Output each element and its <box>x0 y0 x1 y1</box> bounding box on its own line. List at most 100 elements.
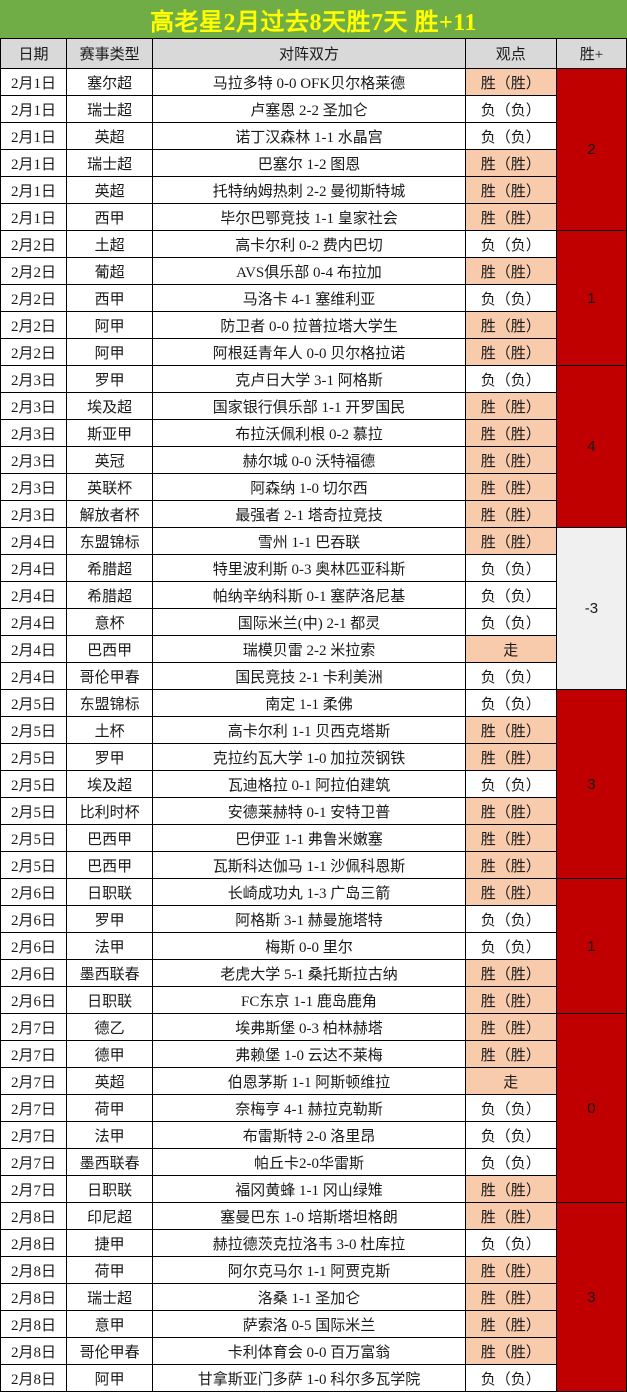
table-row[interactable]: 2月2日 葡超 AVS俱乐部 0-4 布拉加 胜（胜） <box>0 257 627 285</box>
table-row[interactable]: 2月5日 土杯 高卡尔利 1-1 贝西克塔斯 胜（胜） <box>0 716 627 744</box>
table-row[interactable]: 2月7日 荷甲 奈梅亨 4-1 赫拉克勒斯 负（负） <box>0 1094 627 1122</box>
cell-match: 帕丘卡2-0华雷斯 <box>152 1148 466 1176</box>
table-row[interactable]: 2月8日 意甲 萨索洛 0-5 国际米兰 胜（胜） <box>0 1310 627 1338</box>
cell-league: 哥伦甲春 <box>66 1337 154 1365</box>
cell-date: 2月8日 <box>0 1229 68 1257</box>
table-row[interactable]: 2月7日 日职联 福冈黄蜂 1-1 冈山绿雉 胜（胜） <box>0 1175 627 1203</box>
table-row[interactable]: 2月1日 西甲 毕尔巴鄂竞技 1-1 皇家社会 胜（胜） <box>0 203 627 231</box>
cell-date: 2月5日 <box>0 743 68 771</box>
column-header-view[interactable]: 观点 <box>464 38 557 69</box>
table-row[interactable]: 2月4日 巴西甲 瑞模贝雷 2-2 米拉索走 <box>0 635 627 663</box>
cell-league: 西甲 <box>66 284 154 312</box>
table-row[interactable]: 2月8日 瑞士超 洛桑 1-1 圣加仑 胜（胜） <box>0 1283 627 1311</box>
cell-match: 克拉约瓦大学 1-0 加拉茨钢铁 <box>152 743 466 771</box>
table-row[interactable]: 2月8日 哥伦甲春 卡利体育会 0-0 百万富翁 胜（胜） <box>0 1337 627 1365</box>
cell-date: 2月7日 <box>0 1094 68 1122</box>
column-header-league[interactable]: 赛事类型 <box>66 38 154 69</box>
cell-match: 马拉多特 0-0 OFK贝尔格莱德 <box>152 68 466 96</box>
table-row[interactable]: 2月7日 英超 伯恩茅斯 1-1 阿斯顿维拉走 <box>0 1067 627 1095</box>
cell-date: 2月7日 <box>0 1121 68 1149</box>
table-row[interactable]: 2月5日 比利时杯 安德莱赫特 0-1 安特卫普 胜（胜） <box>0 797 627 825</box>
table-row[interactable]: 2月5日 罗甲 克拉约瓦大学 1-0 加拉茨钢铁 胜（胜） <box>0 743 627 771</box>
cell-date: 2月8日 <box>0 1256 68 1284</box>
table-row[interactable]: 2月6日 日职联 FC东京 1-1 鹿岛鹿角 胜（胜） <box>0 986 627 1014</box>
cell-date: 2月5日 <box>0 824 68 852</box>
table-row[interactable]: 2月6日 墨西联春 老虎大学 5-1 桑托斯拉古纳 胜（胜） <box>0 959 627 987</box>
column-header-net[interactable]: 胜+ <box>555 38 627 69</box>
table-row[interactable]: 2月4日 意杯 国际米兰(中) 2-1 都灵 负（负） <box>0 608 627 636</box>
cell-net-total: 0 <box>555 1013 627 1203</box>
cell-date: 2月1日 <box>0 149 68 177</box>
cell-date: 2月3日 <box>0 392 68 420</box>
table-row[interactable]: 2月5日 巴西甲 瓦斯科达伽马 1-1 沙佩科恩斯 胜（胜） <box>0 851 627 879</box>
cell-date: 2月3日 <box>0 365 68 393</box>
table-row[interactable]: 2月8日 阿甲 甘拿斯亚门多萨 1-0 科尔多瓦学院 负（负） <box>0 1364 627 1392</box>
table-row[interactable]: 2月3日 罗甲 克卢日大学 3-1 阿格斯 负（负） 4 <box>0 365 627 528</box>
cell-view: 胜（胜） <box>464 419 557 447</box>
table-row[interactable]: 2月7日 德甲 弗赖堡 1-0 云达不莱梅 胜（胜） <box>0 1040 627 1068</box>
cell-view: 胜（胜） <box>464 68 557 96</box>
table-row[interactable]: 2月8日 捷甲 赫拉德茨克拉洛韦 3-0 杜库拉 负（负） <box>0 1229 627 1257</box>
cell-view: 负（负） <box>464 932 557 960</box>
table-row[interactable]: 2月7日 墨西联春 帕丘卡2-0华雷斯 负（负） <box>0 1148 627 1176</box>
cell-league: 捷甲 <box>66 1229 154 1257</box>
cell-date: 2月6日 <box>0 986 68 1014</box>
cell-league: 塞尔超 <box>66 68 154 96</box>
cell-league: 英冠 <box>66 446 154 474</box>
cell-view: 走 <box>464 635 557 663</box>
table-row[interactable]: 2月2日 西甲 马洛卡 4-1 塞维利亚 负（负） <box>0 284 627 312</box>
table-row[interactable]: 2月1日 英超 托特纳姆热刺 2-2 曼彻斯特城 胜（胜） <box>0 176 627 204</box>
table-row[interactable]: 2月6日 法甲 梅斯 0-0 里尔 负（负） <box>0 932 627 960</box>
table-row[interactable]: 2月4日 东盟锦标 雪州 1-1 巴吞联 胜（胜） -3 <box>0 527 627 690</box>
column-header-date[interactable]: 日期 <box>0 38 68 69</box>
table-row[interactable]: 2月5日 埃及超 瓦迪格拉 0-1 阿拉伯建筑 负（负） <box>0 770 627 798</box>
cell-league: 比利时杯 <box>66 797 154 825</box>
table-row[interactable]: 2月2日 阿甲 阿根廷青年人 0-0 贝尔格拉诺 胜（胜） <box>0 338 627 366</box>
cell-match: 帕纳辛纳科斯 0-1 塞萨洛尼基 <box>152 581 466 609</box>
cell-match: 瑞模贝雷 2-2 米拉索 <box>152 635 466 663</box>
cell-match: 诺丁汉森林 1-1 水晶宫 <box>152 122 466 150</box>
cell-net-total: 3 <box>555 1202 627 1392</box>
column-header-match[interactable]: 对阵双方 <box>152 38 466 69</box>
table-body: 2月1日 塞尔超 马拉多特 0-0 OFK贝尔格莱德 胜（胜） 2 2月1日 瑞士超 卢塞恩 … <box>0 68 627 1392</box>
cell-match: 国际米兰(中) 2-1 都灵 <box>152 608 466 636</box>
cell-view: 走 <box>464 1067 557 1095</box>
table-row[interactable]: 2月3日 解放者杯 最强者 2-1 塔奇拉竞技 胜（胜） <box>0 500 627 528</box>
cell-league: 瑞士超 <box>66 95 154 123</box>
table-row[interactable]: 2月3日 英联杯 阿森纳 1-0 切尔西 胜（胜） <box>0 473 627 501</box>
table-row[interactable]: 2月1日 塞尔超 马拉多特 0-0 OFK贝尔格莱德 胜（胜） 2 <box>0 68 627 231</box>
table-row[interactable]: 2月8日 荷甲 阿尔克马尔 1-1 阿贾克斯 胜（胜） <box>0 1256 627 1284</box>
table-row[interactable]: 2月3日 斯亚甲 布拉沃佩利根 0-2 慕拉 胜（胜） <box>0 419 627 447</box>
cell-view: 胜（胜） <box>464 1337 557 1365</box>
table-row[interactable]: 2月5日 东盟锦标 南定 1-1 柔佛 负（负） 3 <box>0 689 627 879</box>
cell-view: 负（负） <box>464 1364 557 1392</box>
table-row[interactable]: 2月4日 希腊超 帕纳辛纳科斯 0-1 塞萨洛尼基 负（负） <box>0 581 627 609</box>
cell-view: 胜（胜） <box>464 311 557 339</box>
table-row[interactable]: 2月1日 英超 诺丁汉森林 1-1 水晶宫 负（负） <box>0 122 627 150</box>
cell-view: 胜（胜） <box>464 176 557 204</box>
cell-date: 2月6日 <box>0 905 68 933</box>
table-row[interactable]: 2月7日 德乙 埃弗斯堡 0-3 柏林赫塔 胜（胜） 0 <box>0 1013 627 1203</box>
table-row[interactable]: 2月3日 埃及超 国家银行俱乐部 1-1 开罗国民 胜（胜） <box>0 392 627 420</box>
cell-view: 负（负） <box>464 122 557 150</box>
table-row[interactable]: 2月1日 瑞士超 卢塞恩 2-2 圣加仑 负（负） <box>0 95 627 123</box>
table-row[interactable]: 2月7日 法甲 布雷斯特 2-0 洛里昂 负（负） <box>0 1121 627 1149</box>
table-row[interactable]: 2月6日 日职联 长崎成功丸 1-3 广岛三箭 胜（胜） 1 <box>0 878 627 1014</box>
table-row[interactable]: 2月5日 巴西甲 巴伊亚 1-1 弗鲁米嫩塞 胜（胜） <box>0 824 627 852</box>
cell-date: 2月6日 <box>0 959 68 987</box>
cell-league: 巴西甲 <box>66 635 154 663</box>
table-row[interactable]: 2月6日 罗甲 阿格斯 3-1 赫曼施塔特 负（负） <box>0 905 627 933</box>
table-row[interactable]: 2月3日 英冠 赫尔城 0-0 沃特福德 胜（胜） <box>0 446 627 474</box>
cell-league: 日职联 <box>66 878 154 906</box>
table-row[interactable]: 2月4日 希腊超 特里波利斯 0-3 奥林匹亚科斯 负（负） <box>0 554 627 582</box>
cell-match: 埃弗斯堡 0-3 柏林赫塔 <box>152 1013 466 1041</box>
cell-view: 负（负） <box>464 770 557 798</box>
table-row[interactable]: 2月4日 哥伦甲春 国民竞技 2-1 卡利美洲 负（负） <box>0 662 627 690</box>
cell-view: 负（负） <box>464 608 557 636</box>
table-row[interactable]: 2月1日 瑞士超 巴塞尔 1-2 图恩 胜（胜） <box>0 149 627 177</box>
cell-league: 英联杯 <box>66 473 154 501</box>
table-row[interactable]: 2月8日 印尼超 塞曼巴东 1-0 培斯塔坦格朗 胜（胜） 3 <box>0 1202 627 1392</box>
cell-view: 胜（胜） <box>464 851 557 879</box>
table-row[interactable]: 2月2日 土超 高卡尔利 0-2 费内巴切 负（负） 1 <box>0 230 627 366</box>
table-row[interactable]: 2月2日 阿甲 防卫者 0-0 拉普拉塔大学生 胜（胜） <box>0 311 627 339</box>
